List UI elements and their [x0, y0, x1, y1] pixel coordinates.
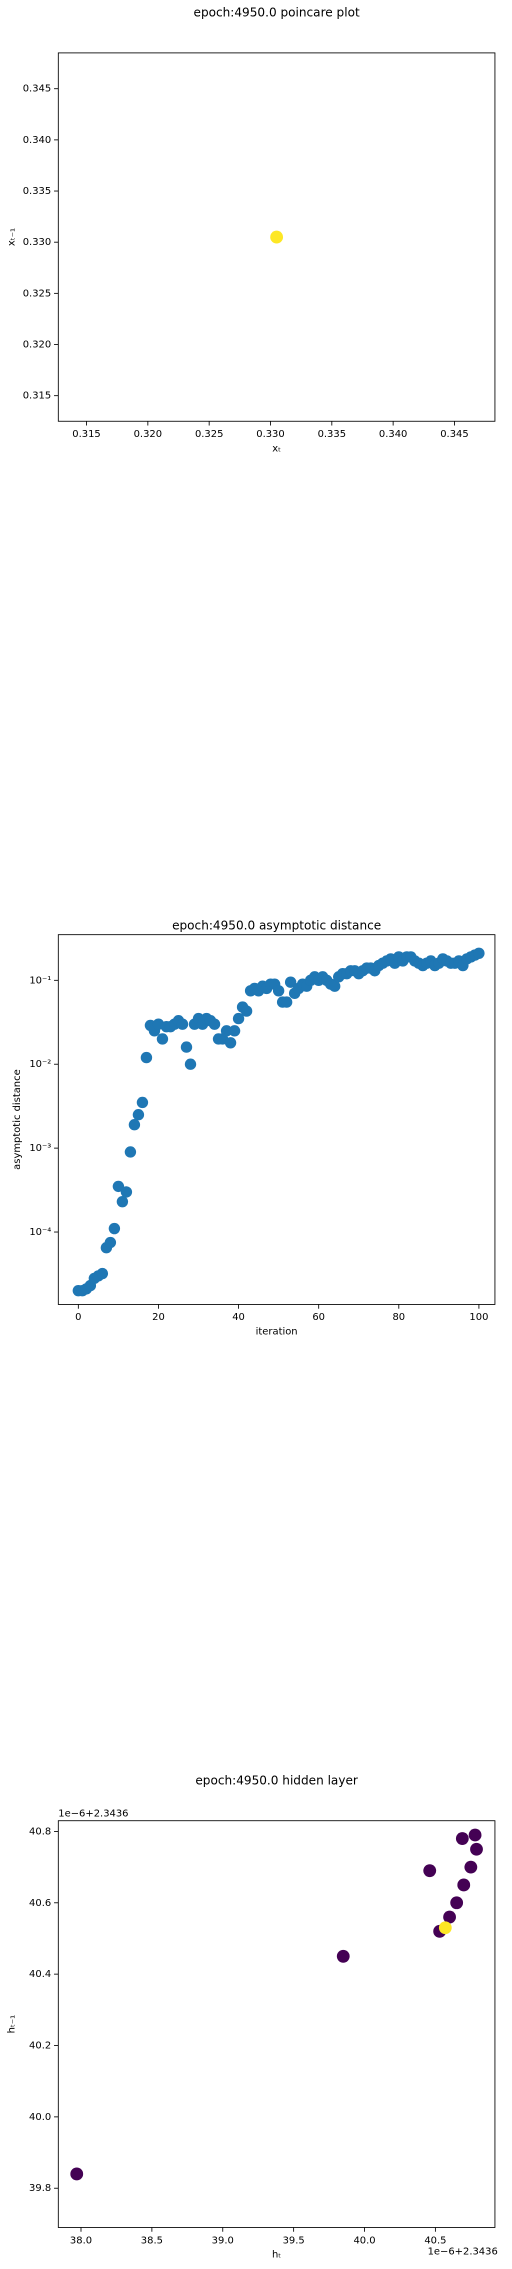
y-tick-label: 0.340: [23, 135, 51, 146]
point: [228, 1025, 241, 1037]
point: [108, 1222, 121, 1235]
point: [136, 1096, 149, 1109]
x-tick-label: 0.320: [134, 429, 162, 440]
x-tick-label: 0.325: [195, 429, 223, 440]
y-tick-label: 40.6: [29, 1898, 51, 1909]
point: [128, 1119, 141, 1131]
point: [184, 1058, 197, 1070]
point: [116, 1195, 129, 1208]
x-tick-label: 39.5: [283, 2235, 305, 2246]
x-tick-label: 40.0: [353, 2235, 375, 2246]
y-tick-label: 40.2: [29, 2041, 51, 2052]
y-axis-label: xₜ₋₁: [6, 228, 17, 246]
x-tick-label: 80: [392, 1312, 405, 1323]
x-tick-label: 40.5: [424, 2235, 446, 2246]
point: [232, 1012, 245, 1025]
x-axis-label: iteration: [256, 1326, 298, 1337]
point: [443, 1910, 456, 1924]
x-tick-label: 0.345: [440, 429, 468, 440]
point: [70, 2167, 84, 2181]
y-tick-label: 0.325: [23, 288, 51, 299]
y-axis-label: hₜ₋₁: [6, 2015, 17, 2033]
y-offset-label: 1e−6+2.3436: [58, 1809, 128, 1820]
point: [280, 996, 293, 1008]
y-tick-label: 10⁻³: [29, 1143, 51, 1154]
x-axis-label: xₜ: [272, 443, 281, 454]
x-tick-label: 40: [232, 1312, 245, 1323]
y-tick-label: 10⁻¹: [29, 975, 51, 986]
y-tick-label: 40.8: [29, 1826, 51, 1837]
point: [240, 1005, 253, 1017]
x-tick-label: 60: [312, 1312, 325, 1323]
point: [336, 1949, 350, 1963]
x-offset-label: 1e−6+2.3436: [428, 2247, 498, 2258]
x-tick-label: 0: [75, 1312, 81, 1323]
point: [423, 1864, 437, 1878]
point: [470, 1842, 483, 1856]
point: [140, 1051, 153, 1064]
plot-frame: [57, 52, 496, 422]
y-tick-label: 10⁻⁴: [29, 1227, 51, 1238]
point: [284, 976, 297, 988]
y-tick-label: 0.330: [23, 237, 51, 248]
x-tick-label: 0.335: [318, 429, 346, 440]
point: [329, 980, 341, 992]
point: [124, 1146, 137, 1158]
y-tick-label: 0.315: [23, 391, 51, 402]
y-axis-label: asymptotic distance: [12, 1069, 23, 1170]
y-tick-label: 39.8: [29, 2183, 51, 2194]
x-tick-label: 38.0: [70, 2235, 92, 2246]
chart-title: epoch:4950.0 hidden layer: [195, 1773, 358, 1787]
point: [120, 1186, 133, 1198]
point: [104, 1236, 117, 1249]
point: [455, 1832, 469, 1845]
point: [450, 1896, 464, 1910]
y-tick-label: 40.0: [29, 2112, 51, 2123]
point: [156, 1033, 169, 1045]
point: [457, 1878, 471, 1892]
y-tick-label: 0.335: [23, 186, 51, 197]
point: [270, 230, 284, 244]
x-tick-label: 0.330: [256, 429, 284, 440]
y-tick-label: 40.4: [29, 1969, 51, 1980]
x-tick-label: 0.340: [379, 429, 407, 440]
chart-title: epoch:4950.0 asymptotic distance: [172, 919, 381, 933]
y-tick-label: 10⁻²: [29, 1059, 51, 1070]
point: [220, 1025, 233, 1037]
point: [272, 985, 285, 997]
x-tick-label: 38.5: [141, 2235, 163, 2246]
point: [176, 1018, 189, 1030]
y-tick-label: 0.320: [23, 340, 51, 351]
point: [224, 1037, 237, 1049]
x-tick-label: 0.315: [72, 429, 100, 440]
point: [112, 1180, 125, 1193]
point: [208, 1018, 221, 1030]
chart-title: epoch:4950.0 poincare plot: [194, 6, 360, 20]
point: [96, 1267, 109, 1280]
point: [473, 947, 485, 959]
point: [464, 1860, 478, 1874]
y-tick-label: 0.345: [23, 84, 51, 95]
point: [468, 1828, 482, 1842]
x-tick-label: 39.0: [212, 2235, 234, 2246]
plot-frame: [57, 934, 496, 1305]
point: [132, 1109, 145, 1121]
plot-frame: [57, 1820, 496, 2228]
x-tick-label: 100: [469, 1312, 488, 1323]
x-axis-label: hₜ: [272, 2250, 281, 2261]
point: [180, 1041, 193, 1053]
point: [438, 1921, 452, 1935]
x-tick-label: 20: [152, 1312, 165, 1323]
